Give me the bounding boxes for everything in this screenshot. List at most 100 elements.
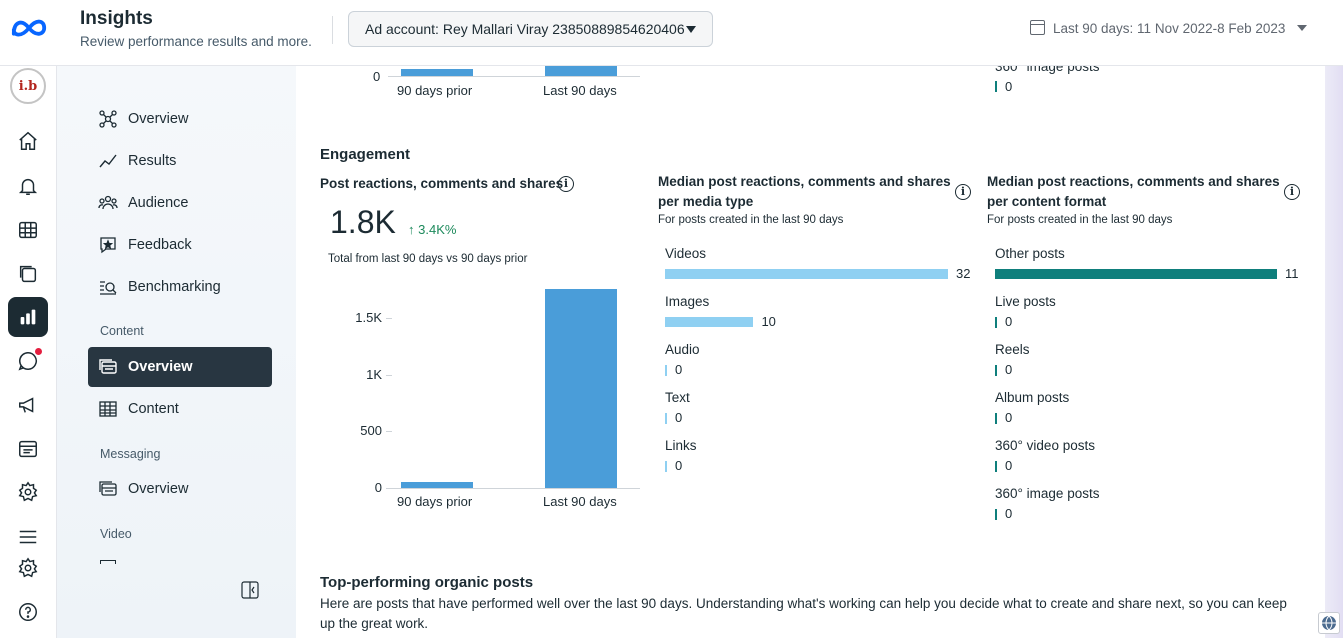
- zero-bar: [995, 509, 997, 520]
- rail-pages[interactable]: [8, 254, 48, 294]
- gear-icon: [18, 557, 38, 578]
- section-video-label: Video: [100, 527, 132, 541]
- sidebar-item-label: Benchmarking: [128, 279, 221, 295]
- row-label: Live posts: [995, 294, 1056, 309]
- x-tick-label: Last 90 days: [543, 83, 617, 98]
- sidebar-item-feedback[interactable]: Feedback: [88, 225, 272, 265]
- media-type-card-subtitle: For posts created in the last 90 days: [658, 214, 844, 226]
- table-icon: [98, 399, 118, 419]
- row-value: 0: [675, 362, 683, 377]
- row-value: 0: [1005, 314, 1013, 329]
- row-bar[interactable]: [995, 269, 1277, 279]
- zero-bar: [995, 413, 997, 424]
- bar-last[interactable]: [545, 288, 617, 488]
- info-icon[interactable]: i: [1284, 184, 1300, 200]
- content-overview-icon: [98, 479, 118, 499]
- reactions-delta: ↑ 3.4K%: [408, 222, 456, 237]
- notification-dot: [35, 348, 42, 355]
- sidebar-item-benchmarking[interactable]: Benchmarking: [88, 267, 272, 307]
- y-tick-label: 500: [360, 423, 382, 439]
- sidebar-item-audience[interactable]: Audience: [88, 183, 272, 223]
- sidebar-item-content[interactable]: Content: [88, 389, 272, 429]
- bar-top-last: [545, 66, 617, 76]
- zero-bar: [995, 81, 997, 92]
- grid-table-icon: [19, 221, 37, 239]
- caret-down-icon: [686, 26, 696, 33]
- trend-line-icon: [98, 151, 118, 171]
- sidebar-item-label: Overview: [128, 359, 193, 375]
- sidebar-item-label: Results: [128, 153, 177, 169]
- row-label: 360° video posts: [995, 438, 1095, 453]
- sidebar-item-content-overview[interactable]: Overview: [88, 347, 272, 387]
- y-tick: [386, 431, 392, 433]
- collapse-sidebar-icon[interactable]: [241, 581, 259, 599]
- sidebar-item-results[interactable]: Results: [88, 141, 272, 181]
- sidebar-item-messaging-overview[interactable]: Overview: [88, 469, 272, 509]
- section-messaging-label: Messaging: [100, 447, 161, 461]
- avatar-initials: i.b: [18, 78, 38, 94]
- rail-content[interactable]: [8, 429, 48, 469]
- header-divider: [332, 16, 333, 44]
- zero-bar: [665, 461, 667, 472]
- row-value: 10: [761, 314, 776, 329]
- arrow-up-icon: ↑: [408, 222, 415, 237]
- row-value: 0: [1005, 362, 1013, 377]
- row-label: 360° image posts: [995, 486, 1100, 501]
- row-value: 0: [675, 458, 683, 473]
- network-icon: [98, 109, 118, 129]
- avatar[interactable]: i.b: [10, 68, 46, 104]
- sidebar-item-overview[interactable]: Overview: [88, 99, 272, 139]
- row-bar[interactable]: [665, 269, 948, 279]
- hamburger-menu-icon: [19, 530, 37, 544]
- rail-settings-top[interactable]: [8, 472, 48, 512]
- reactions-total: 1.8K: [330, 204, 396, 240]
- date-range-picker[interactable]: Last 90 days: 11 Nov 2022-8 Feb 2023: [1030, 20, 1308, 36]
- info-icon[interactable]: i: [955, 184, 971, 200]
- chart-baseline: [388, 488, 640, 489]
- language-button[interactable]: [1318, 612, 1340, 634]
- rail-menu[interactable]: [8, 517, 48, 557]
- bell-icon: [18, 178, 38, 195]
- rail-notifications[interactable]: [8, 166, 48, 206]
- y-tick: [386, 488, 392, 489]
- zero-bar: [995, 461, 997, 472]
- section-title-top-posts: Top-performing organic posts: [320, 574, 534, 591]
- reactions-caption: Total from last 90 days vs 90 days prior: [328, 253, 528, 265]
- people-icon: [98, 193, 118, 213]
- rail-settings[interactable]: [8, 548, 48, 588]
- row-value: 0: [1005, 79, 1013, 94]
- section-content-label: Content: [100, 324, 144, 338]
- row-value: 11: [1285, 266, 1299, 281]
- meta-logo-icon[interactable]: [10, 14, 48, 42]
- row-label: Text: [665, 390, 690, 405]
- rail-help[interactable]: [8, 592, 48, 632]
- rail-inbox[interactable]: [8, 341, 48, 381]
- top-bar: Insights Review performance results and …: [0, 0, 1343, 66]
- rail-home[interactable]: [8, 121, 48, 161]
- row-label: Images: [665, 294, 710, 309]
- ad-account-select[interactable]: Ad account: Rey Mallari Viray 2385088985…: [348, 11, 713, 47]
- media-type-card-title: Median post reactions, comments and shar…: [658, 174, 951, 209]
- info-icon[interactable]: i: [558, 176, 574, 192]
- chart-baseline: [388, 76, 640, 77]
- sidebar-item-label: Overview: [128, 111, 189, 127]
- bar-chart-icon: [20, 309, 36, 325]
- rail-insights[interactable]: [8, 297, 48, 337]
- rail-planner[interactable]: [8, 210, 48, 250]
- section-title-engagement: Engagement: [320, 146, 411, 163]
- row-label: Reels: [995, 342, 1030, 357]
- y-tick-label: 1.5K: [355, 310, 382, 325]
- sidebar-item-label: Overview: [128, 481, 189, 497]
- y-tick: [386, 374, 392, 376]
- content-overview-icon: [98, 357, 118, 377]
- row-label: Album posts: [995, 390, 1070, 405]
- zero-bar: [665, 413, 667, 424]
- scrollbar[interactable]: [1325, 66, 1343, 638]
- bar-top-prior: [401, 69, 473, 76]
- bar-prior[interactable]: [401, 482, 473, 488]
- row-bar[interactable]: [665, 317, 754, 327]
- content-format-card-subtitle: For posts created in the last 90 days: [987, 214, 1173, 226]
- row-label: Links: [665, 438, 697, 453]
- rail-ads[interactable]: [8, 385, 48, 425]
- row-value: 0: [1005, 458, 1013, 473]
